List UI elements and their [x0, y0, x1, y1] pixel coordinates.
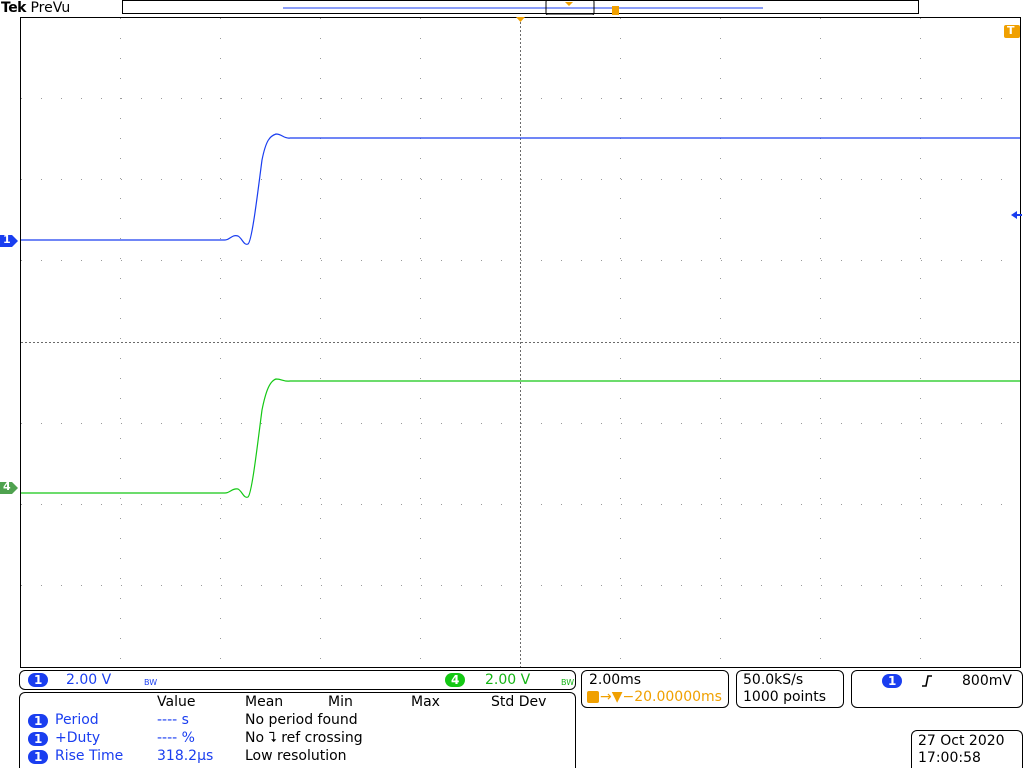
measurement-channel-badge: 1 — [28, 732, 49, 746]
ch1-marker-label: 1 — [3, 233, 11, 246]
column-std-dev: Std Dev — [491, 694, 547, 710]
trigger-position-marker — [516, 17, 525, 22]
measurement-name: Period — [55, 712, 99, 728]
record-view-bar[interactable] — [122, 0, 919, 15]
trigger-level: 800mV — [962, 673, 1012, 689]
measurement-note: No period found — [245, 712, 358, 728]
ch4-waveform — [21, 378, 1020, 498]
measurement-value: ---- s — [157, 712, 189, 728]
trigger-source-badge: 1 — [882, 674, 903, 688]
brand-name: Tek — [1, 0, 27, 16]
measurement-value: 318.2µs — [157, 748, 214, 764]
record-length: 1000 points — [743, 689, 827, 705]
ch4-badge[interactable]: 4 — [445, 673, 466, 687]
measurement-name: Rise Time — [55, 748, 124, 764]
measurement-value: ---- % — [157, 730, 195, 746]
trigger-position: →▼−20.00000mѕ — [600, 689, 722, 705]
acquisition-readout[interactable]: 50.0kS/s 1000 points — [736, 670, 844, 708]
measurements-panel[interactable]: Value Mean Min Max Std Dev 1 Period ----… — [19, 692, 576, 768]
column-mean: Mean — [245, 694, 284, 710]
ch1-ground-marker[interactable]: 1 — [0, 233, 20, 247]
ch1-waveform — [21, 133, 1020, 245]
acquisition-mode: PreVu — [30, 0, 71, 16]
column-max: Max — [411, 694, 440, 710]
measurement-channel-badge: 1 — [28, 714, 49, 728]
record-view-graphic — [283, 1, 763, 15]
graticule-grid — [21, 18, 1020, 667]
ch1-badge[interactable]: 1 — [28, 673, 49, 687]
channel-readout-bar[interactable]: 1 2.00 V BW 4 2.00 V BW — [19, 670, 576, 690]
measurement-note: No ⮧ ref crossing — [245, 730, 363, 746]
column-value: Value — [157, 694, 196, 710]
ch4-bandwidth-limit: BW — [561, 678, 575, 687]
ch1-scale: 2.00 V — [66, 672, 112, 688]
trigger-marker-label: T — [1007, 24, 1015, 37]
datetime-readout: 27 Oct 2020 17:00:58 — [911, 730, 1023, 768]
brand-label: Tek PreVu — [1, 0, 70, 16]
ch4-ground-marker[interactable]: 4 — [0, 480, 20, 494]
time: 17:00:58 — [918, 750, 981, 766]
measurement-channel-badge: 1 — [28, 750, 49, 764]
trigger-marker[interactable]: T — [1004, 24, 1020, 38]
ch4-scale: 2.00 V — [485, 672, 531, 688]
time-per-division: 2.00ms — [589, 672, 642, 688]
sample-rate: 50.0kS/s — [743, 672, 804, 688]
horizontal-readout[interactable]: 2.00ms →▼−20.00000mѕ — [581, 670, 729, 708]
waveform-display[interactable] — [0, 0, 1024, 672]
rising-edge-icon — [922, 675, 932, 687]
ch1-bandwidth-limit: BW — [144, 678, 158, 687]
trigger-offset-icon — [587, 691, 599, 703]
measurement-note: Low resolution — [245, 748, 347, 764]
column-min: Min — [328, 694, 353, 710]
trigger-readout[interactable]: 1 800mV — [851, 670, 1023, 708]
trigger-level-arrow — [1011, 211, 1017, 219]
date: 27 Oct 2020 — [918, 733, 1005, 749]
measurement-name: +Duty — [55, 730, 101, 746]
ch4-marker-label: 4 — [3, 480, 11, 493]
